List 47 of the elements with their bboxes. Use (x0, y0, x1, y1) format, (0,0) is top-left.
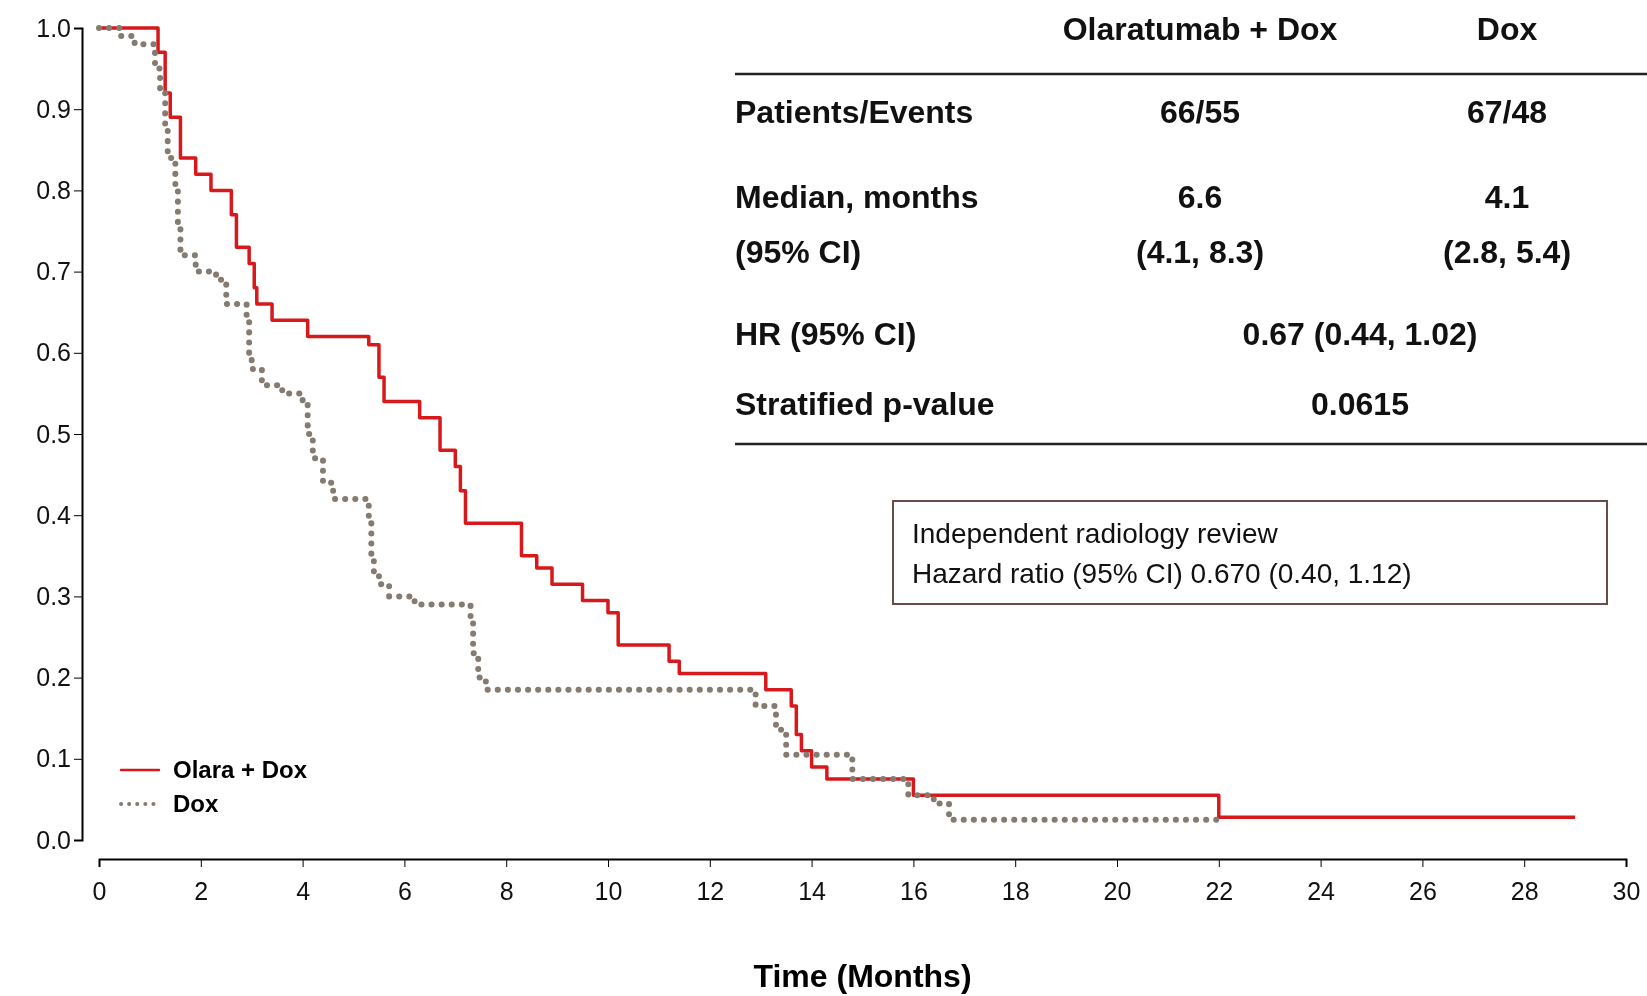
x-tick-label: 28 (1510, 877, 1539, 905)
annotation: 0.67 (0.44, 1.02) (1242, 316, 1478, 352)
annotation: 0.0615 (1311, 386, 1409, 422)
annotation: Median, months (735, 179, 979, 215)
x-tick-label: 0 (92, 877, 107, 905)
x-tick-label: 26 (1408, 877, 1437, 905)
annotation: 6.6 (1177, 179, 1223, 215)
x-axis-title: Time (Months) (753, 958, 972, 994)
y-tick-label: 0.9 (36, 94, 71, 123)
x-tick-label: 30 (1612, 877, 1641, 905)
x-tick-label: 16 (899, 877, 928, 905)
y-tick-label: 0.5 (36, 419, 71, 448)
annotation: Hazard ratio (95% CI) 0.670 (0.40, 1.12) (912, 558, 1412, 589)
x-tick-label: 18 (1001, 877, 1030, 905)
x-tick-label: 22 (1205, 877, 1234, 905)
y-tick-label: 0.4 (36, 500, 72, 529)
x-tick-label: 20 (1103, 877, 1132, 905)
annotation: Olaratumab + Dox (1062, 11, 1338, 47)
annotation: 4.1 (1484, 179, 1530, 215)
annotation: Stratified p-value (735, 386, 995, 422)
annotation: (95% CI) (735, 234, 862, 270)
annotation: (2.8, 5.4) (1442, 234, 1572, 270)
legend-label: Olara + Dox (173, 756, 308, 783)
annotation: 66/55 (1159, 94, 1241, 130)
y-tick-label: 0.0 (36, 825, 71, 854)
annotation: Independent radiology review (912, 518, 1279, 549)
y-tick-label: 1.0 (36, 13, 71, 42)
annotation: 67/48 (1466, 94, 1548, 130)
y-tick-label: 0.7 (36, 257, 71, 286)
legend-label: Dox (173, 790, 219, 817)
x-tick-label: 10 (594, 877, 623, 905)
x-tick-label: 2 (194, 877, 209, 905)
y-tick-label: 0.8 (36, 175, 71, 204)
annotation: Patients/Events (735, 94, 974, 130)
annotation: (4.1, 8.3) (1135, 234, 1265, 270)
x-tick-label: 4 (296, 877, 311, 905)
y-tick-label: 0.6 (36, 338, 71, 367)
x-tick-label: 6 (397, 877, 412, 905)
x-tick-label: 24 (1307, 877, 1336, 905)
annotation: HR (95% CI) (735, 316, 917, 352)
x-tick-label: 14 (798, 877, 827, 905)
y-tick-label: 0.1 (36, 744, 71, 773)
x-tick-label: 8 (499, 877, 514, 905)
x-tick-label: 12 (696, 877, 725, 905)
y-tick-label: 0.2 (36, 663, 71, 692)
annotation: Dox (1476, 11, 1538, 47)
y-tick-label: 0.3 (36, 581, 71, 610)
